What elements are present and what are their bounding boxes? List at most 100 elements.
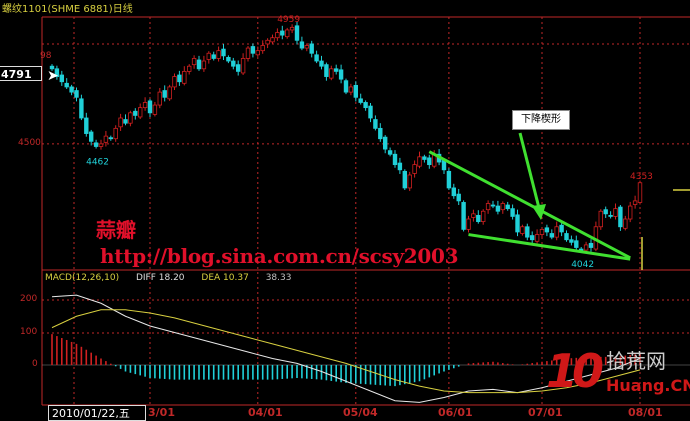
candle-body	[343, 80, 349, 93]
candle-body	[613, 208, 618, 217]
candle-body	[368, 105, 373, 119]
candle-body	[314, 54, 319, 62]
candle-body	[603, 209, 608, 215]
candle-body	[98, 143, 104, 147]
wedge-arrow	[518, 132, 541, 209]
candle-body	[329, 68, 334, 79]
candle-body	[240, 58, 246, 74]
candle-body	[172, 76, 177, 88]
candle-body	[216, 50, 221, 59]
candle-body	[54, 68, 60, 77]
date-label: 07/01	[528, 406, 563, 419]
candle-body	[412, 164, 417, 174]
candle-body	[618, 206, 623, 228]
candle-body	[559, 224, 564, 233]
candle-body	[177, 74, 182, 83]
candle-body	[505, 204, 510, 210]
candle-body	[407, 174, 412, 189]
candle-body	[358, 98, 363, 103]
candle-body	[490, 204, 496, 207]
macd-name: MACD(12,26,10)	[45, 273, 120, 283]
macd-header: MACD(12,26,10) DIFF 18.20 DEA 10.37 38.3…	[45, 273, 305, 283]
candle-body	[588, 242, 594, 248]
candle-body	[89, 131, 94, 142]
candle-body	[231, 60, 236, 67]
price-axis-label: 4500	[18, 138, 41, 148]
candle-body	[539, 228, 545, 235]
candle-body	[378, 127, 383, 140]
candle-body	[265, 39, 270, 45]
macd-diff-value: DIFF 18.20	[135, 273, 185, 283]
candle-body	[245, 47, 251, 59]
candle-body	[270, 37, 275, 43]
wedge-upper-line	[428, 150, 631, 260]
candle-body	[451, 187, 456, 197]
candle-body	[574, 240, 579, 248]
candle-body	[456, 193, 461, 202]
candle-body	[49, 65, 55, 70]
wedge-lower-line	[468, 233, 631, 261]
candle-body	[417, 156, 422, 167]
candle-body	[628, 205, 633, 220]
candle-body	[128, 112, 133, 124]
macd-axis-label: 200	[20, 294, 38, 304]
chart-title: 螺纹1101(SHME 6881)日线	[2, 4, 133, 15]
candle-body	[142, 102, 148, 109]
candle-body	[211, 54, 216, 59]
candle-body	[182, 70, 187, 84]
candle-body	[201, 60, 207, 70]
date-label: 08/01	[628, 406, 663, 419]
candle-body	[309, 43, 314, 54]
candle-body	[500, 203, 505, 211]
date-label: 06/01	[438, 406, 473, 419]
price-annotation: 4042	[571, 260, 594, 270]
candle-body	[69, 86, 74, 93]
candle-body	[147, 100, 153, 114]
candle-body	[363, 102, 368, 109]
candle-body	[59, 74, 64, 83]
cursor-date-box: 2010/01/22,五	[48, 405, 146, 421]
candle-body	[427, 157, 432, 166]
candle-body	[250, 46, 256, 54]
candle-body	[113, 127, 118, 140]
candle-body	[583, 244, 589, 251]
candle-body	[623, 218, 628, 229]
arrow-head-icon	[532, 204, 546, 220]
date-label: 05/04	[343, 406, 378, 419]
candle-body	[289, 26, 295, 31]
candle-body	[294, 25, 300, 41]
candle-body	[74, 90, 79, 98]
candle-body	[275, 32, 280, 39]
candle-body	[103, 135, 109, 143]
candle-body	[637, 182, 643, 203]
macd-diff-line	[51, 294, 641, 403]
candle-body	[485, 203, 491, 211]
candle-body	[461, 202, 466, 230]
candle-body	[348, 86, 354, 93]
candle-body	[579, 248, 584, 251]
candle-body	[108, 137, 113, 140]
candle-body	[373, 119, 378, 129]
candle-body	[186, 65, 192, 72]
candle-body	[510, 208, 515, 217]
candle-body	[534, 234, 540, 242]
cursor-arrow-icon: ➤	[47, 68, 59, 84]
candle-body	[280, 30, 285, 36]
price-annotation: 4959	[277, 15, 300, 25]
candle-body	[353, 84, 358, 98]
candle-body	[84, 117, 89, 134]
candle-body	[123, 119, 128, 124]
logo-en: Huang.CN	[606, 376, 690, 395]
candle-body	[515, 214, 520, 233]
candle-body	[549, 233, 554, 238]
candle-body	[167, 86, 172, 100]
macd-dea-value: DEA 10.37	[201, 273, 249, 283]
candle-body	[79, 98, 84, 119]
logo-number: 10	[546, 344, 604, 398]
candle-body	[235, 64, 241, 72]
candle-body	[387, 150, 393, 155]
macd-value: 38.33	[265, 273, 292, 283]
candle-body	[480, 210, 486, 222]
